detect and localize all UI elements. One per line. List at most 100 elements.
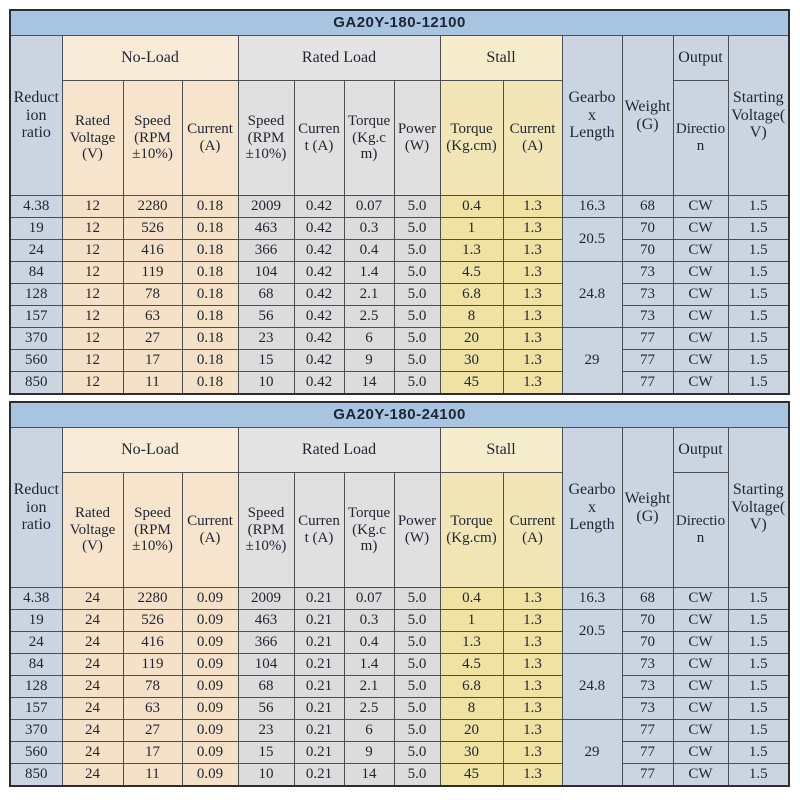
cell-rated-voltage: 12	[61, 217, 124, 240]
cell-noload-current: 0.18	[181, 195, 239, 218]
cell-rated-voltage: 12	[61, 327, 124, 350]
cell-rated-current: 0.21	[293, 675, 345, 698]
cell-rated-torque: 0.07	[343, 195, 395, 218]
cell-stall-torque: 20	[439, 327, 504, 350]
cell-noload-speed: 119	[122, 261, 183, 284]
cell-starting-voltage: 1.5	[727, 305, 790, 328]
cell-direction: CW	[672, 609, 729, 632]
cell-noload-current: 0.18	[181, 283, 239, 306]
cell-reduction-ratio: 84	[9, 261, 63, 284]
cell-stall-torque: 30	[439, 741, 504, 764]
cell-starting-voltage: 1.5	[727, 239, 790, 262]
cell-stall-current: 1.3	[502, 653, 563, 676]
cell-stall-current: 1.3	[502, 675, 563, 698]
cell-noload-current: 0.09	[181, 675, 239, 698]
sub-header-power: Power (W)	[393, 472, 441, 588]
header-starting-voltage: Starting Voltage(V)	[727, 35, 790, 196]
sub-header-rated-voltage: Rated Voltage (V)	[61, 472, 124, 588]
cell-gearbox-length: 16.3	[561, 587, 623, 610]
cell-power: 5.0	[393, 305, 441, 328]
cell-weight: 77	[621, 763, 674, 787]
cell-direction: CW	[672, 763, 729, 787]
cell-starting-voltage: 1.5	[727, 327, 790, 350]
cell-rated-current: 0.21	[293, 763, 345, 787]
cell-noload-speed: 27	[122, 327, 183, 350]
cell-rated-speed: 68	[237, 675, 295, 698]
cell-rated-torque: 0.4	[343, 631, 395, 654]
cell-rated-voltage: 12	[61, 261, 124, 284]
cell-rated-voltage: 12	[61, 283, 124, 306]
cell-gearbox-length: 20.5	[561, 609, 623, 654]
cell-weight: 77	[621, 371, 674, 395]
cell-weight: 70	[621, 239, 674, 262]
cell-stall-current: 1.3	[502, 587, 563, 610]
cell-rated-speed: 104	[237, 261, 295, 284]
cell-stall-torque: 20	[439, 719, 504, 742]
cell-power: 5.0	[393, 587, 441, 610]
group-header-row: Reduction ratio No-Load Rated Load Stall Gea…	[9, 427, 790, 588]
cell-starting-voltage: 1.5	[727, 631, 790, 654]
cell-direction: CW	[672, 349, 729, 372]
sub-header-noload-speed: Speed (RPM ±10%)	[122, 80, 183, 196]
cell-rated-torque: 0.3	[343, 217, 395, 240]
cell-stall-torque: 0.4	[439, 587, 504, 610]
cell-stall-current: 1.3	[502, 763, 563, 787]
cell-stall-current: 1.3	[502, 239, 563, 262]
cell-noload-speed: 17	[122, 349, 183, 372]
cell-noload-speed: 119	[122, 653, 183, 676]
cell-starting-voltage: 1.5	[727, 587, 790, 610]
cell-weight: 77	[621, 741, 674, 764]
cell-rated-voltage: 24	[61, 763, 124, 787]
cell-noload-current: 0.09	[181, 631, 239, 654]
table-row: 4.38 12 2280 0.18 2009 0.42 0.07 5.0 0.4 1.3 16.3 6…	[9, 195, 790, 218]
sub-header-stall-current: Current (A)	[502, 472, 563, 588]
table-row: 157 24 63 0.09 56 0.21 2.5 5.0 8 1.3 73 CW 1.5	[9, 697, 790, 720]
table-row: 24 12 416 0.18 366 0.42 0.4 5.0 1.3 1.3 70 CW 1.5	[9, 239, 790, 262]
cell-starting-voltage: 1.5	[727, 653, 790, 676]
cell-reduction-ratio: 4.38	[9, 195, 63, 218]
cell-reduction-ratio: 84	[9, 653, 63, 676]
cell-stall-torque: 6.8	[439, 675, 504, 698]
cell-rated-torque: 14	[343, 371, 395, 395]
cell-power: 5.0	[393, 261, 441, 284]
table-row: 850 12 11 0.18 10 0.42 14 5.0 45 1.3 77 CW 1.5	[9, 371, 790, 395]
cell-rated-current: 0.21	[293, 587, 345, 610]
cell-rated-current: 0.42	[293, 239, 345, 262]
sub-header-rated-torque: Torque (Kg.cm)	[343, 80, 395, 196]
cell-direction: CW	[672, 261, 729, 284]
cell-gearbox-length: 24.8	[561, 261, 623, 328]
cell-rated-voltage: 24	[61, 719, 124, 742]
cell-power: 5.0	[393, 283, 441, 306]
table-row: 370 24 27 0.09 23 0.21 6 5.0 20 1.3 29 77 CW 1.5	[9, 719, 790, 787]
sub-header-rated-torque: Torque (Kg.cm)	[343, 472, 395, 588]
sub-header-rated-voltage: Rated Voltage (V)	[61, 80, 124, 196]
cell-starting-voltage: 1.5	[727, 217, 790, 240]
cell-rated-current: 0.21	[293, 653, 345, 676]
cell-starting-voltage: 1.5	[727, 719, 790, 742]
table-row: 850 24 11 0.09 10 0.21 14 5.0 45 1.3 77 CW 1.5	[9, 763, 790, 787]
cell-weight: 77	[621, 349, 674, 372]
cell-rated-torque: 1.4	[343, 261, 395, 284]
cell-rated-voltage: 24	[61, 697, 124, 720]
cell-reduction-ratio: 370	[9, 327, 63, 350]
cell-starting-voltage: 1.5	[727, 261, 790, 284]
cell-starting-voltage: 1.5	[727, 609, 790, 632]
cell-noload-current: 0.18	[181, 349, 239, 372]
cell-starting-voltage: 1.5	[727, 195, 790, 218]
cell-power: 5.0	[393, 763, 441, 787]
group-header-rated-load: Rated Load	[237, 35, 441, 81]
cell-reduction-ratio: 370	[9, 719, 63, 742]
sub-header-row: Rated Voltage (V) Speed (RPM ±10%) Current…	[10, 472, 789, 588]
cell-weight: 77	[621, 327, 674, 350]
cell-rated-torque: 2.1	[343, 675, 395, 698]
cell-rated-torque: 2.5	[343, 305, 395, 328]
table-row: 19 12 526 0.18 463 0.42 0.3 5.0 1 1.3 20.5 70 CW 1.5	[9, 217, 790, 262]
cell-noload-current: 0.18	[181, 239, 239, 262]
cell-rated-speed: 23	[237, 719, 295, 742]
cell-stall-torque: 45	[439, 371, 504, 395]
cell-stall-current: 1.3	[502, 609, 563, 632]
cell-gearbox-length: 29	[561, 327, 623, 395]
cell-rated-torque: 2.1	[343, 283, 395, 306]
cell-power: 5.0	[393, 631, 441, 654]
cell-reduction-ratio: 128	[9, 283, 63, 306]
